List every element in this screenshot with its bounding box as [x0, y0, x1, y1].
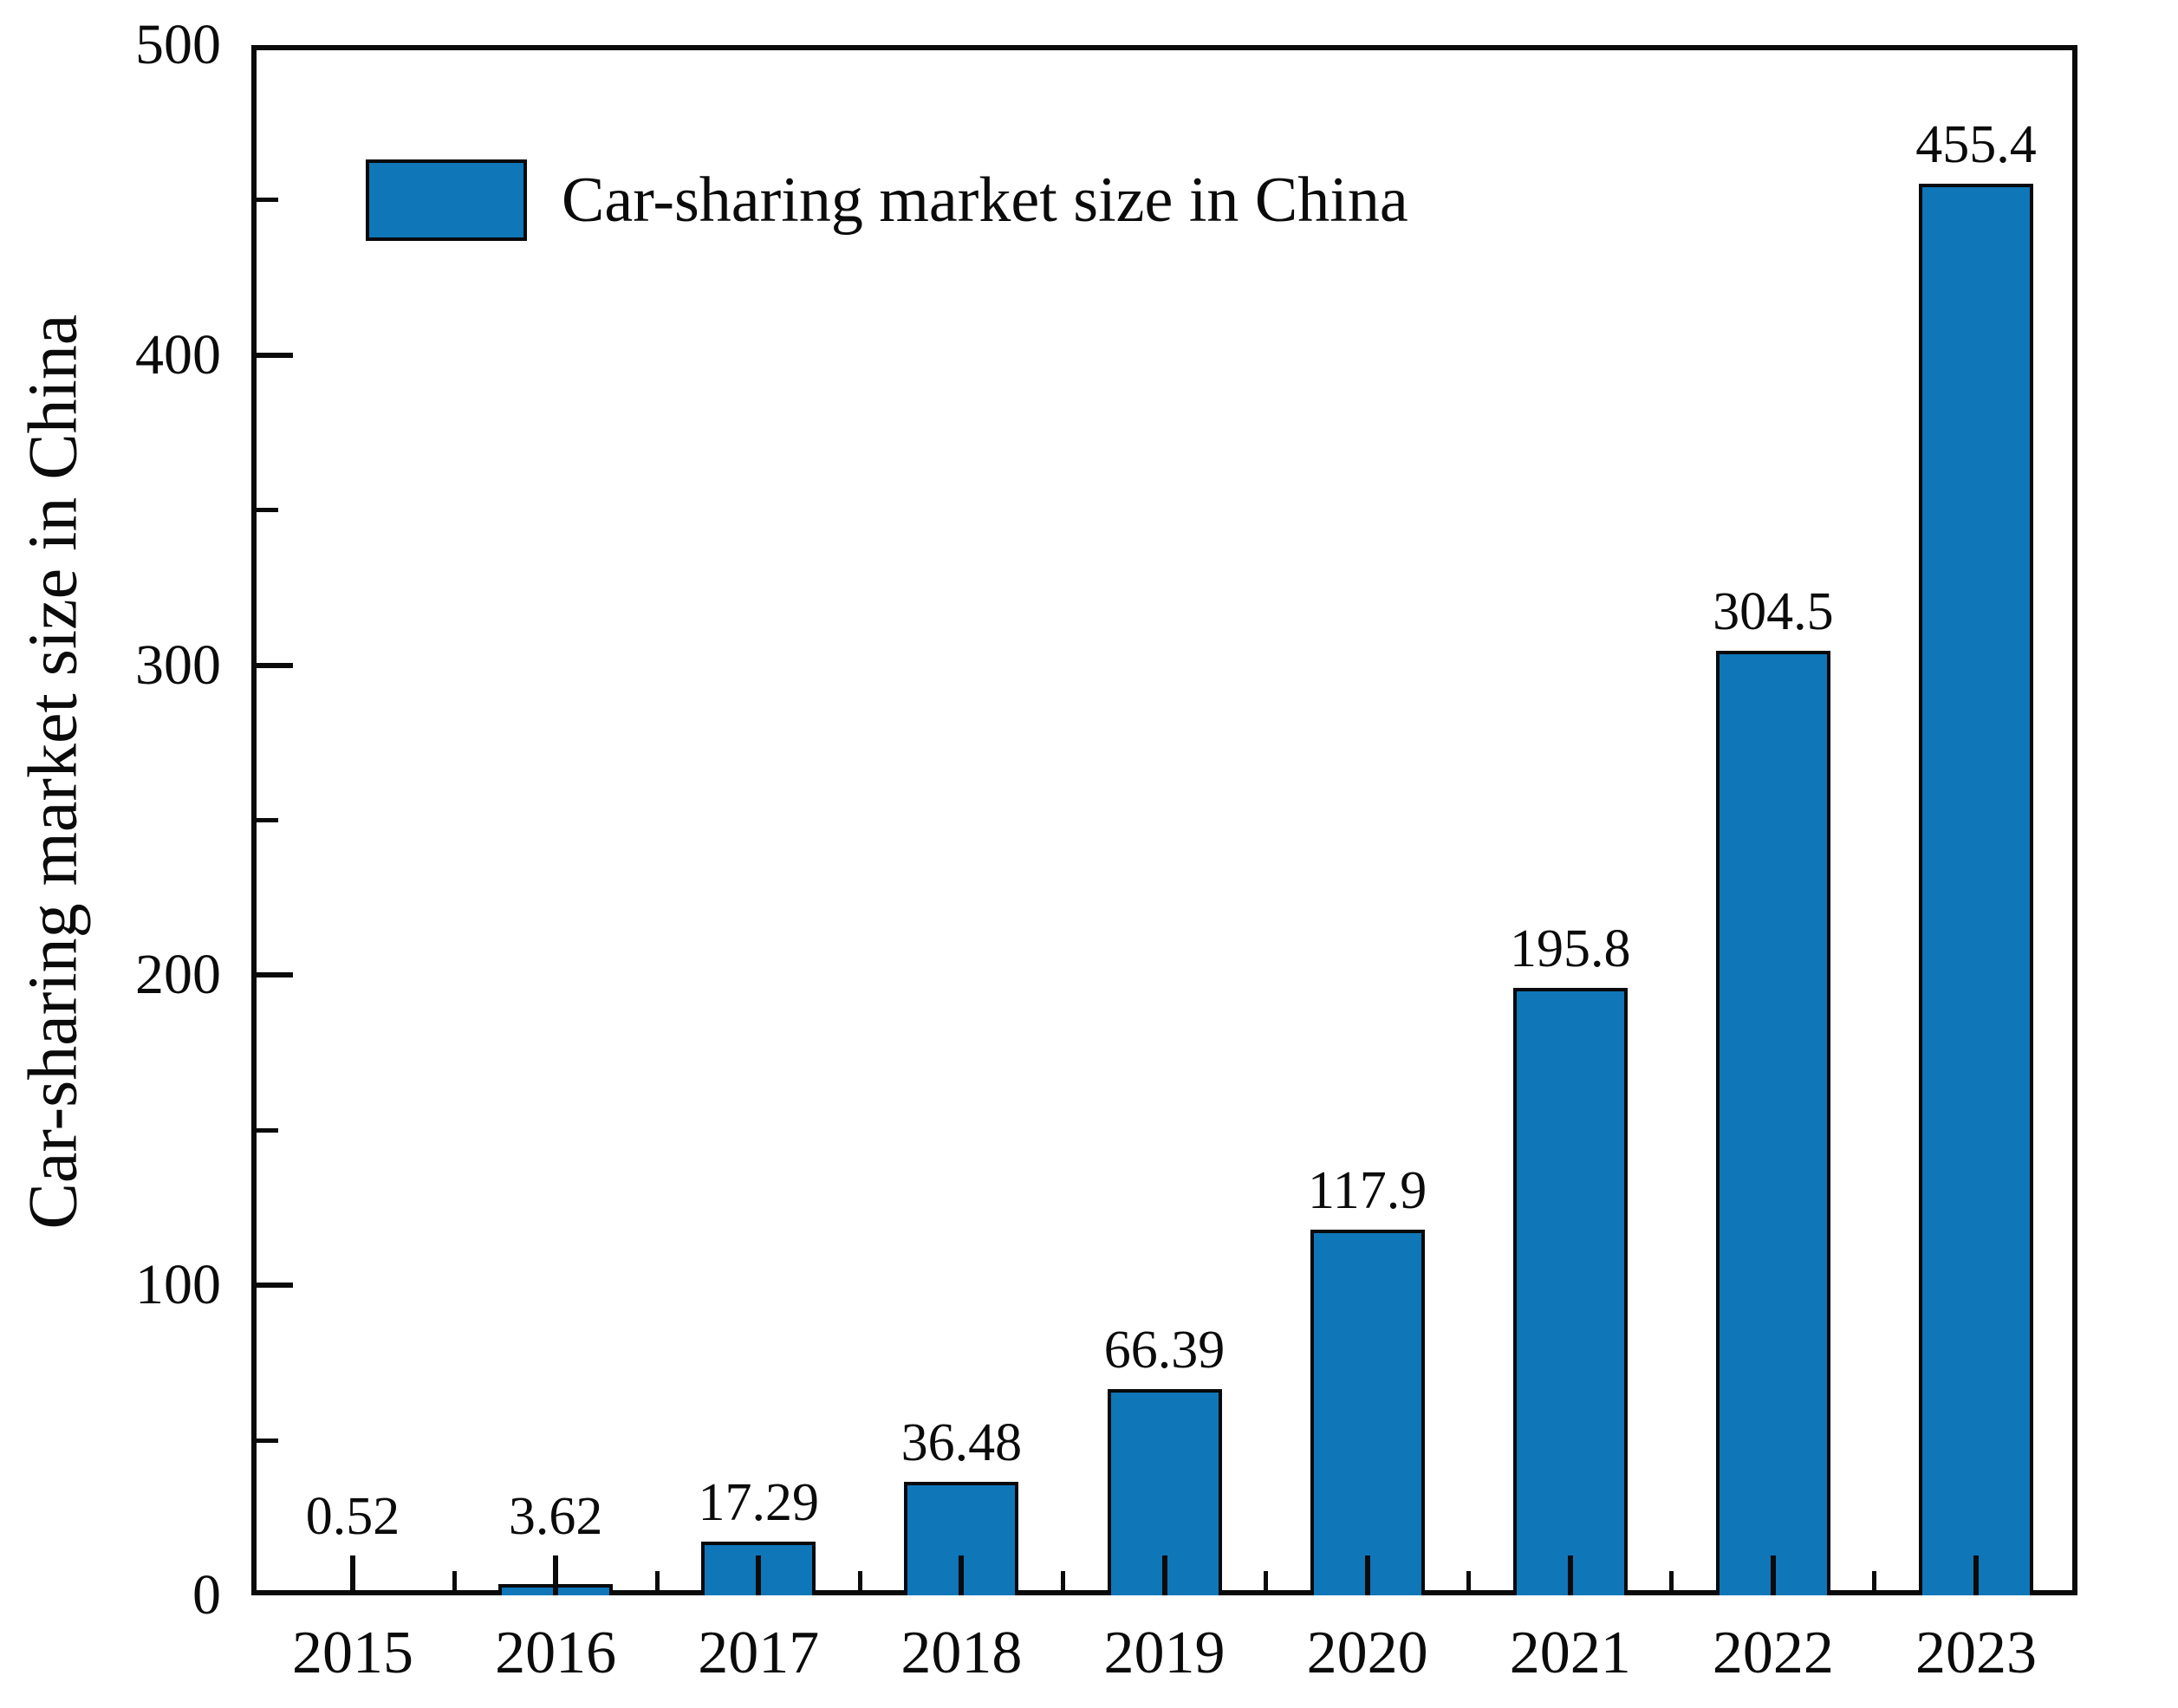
bar-value-label-2019: 66.39	[1103, 1321, 1226, 1380]
x-tick-label-2021: 2021	[1509, 1620, 1631, 1686]
x-tick-label-2016: 2016	[495, 1620, 617, 1686]
bar-value-label-2023: 455.4	[1915, 114, 2037, 174]
x-minor-tick	[1669, 1571, 1674, 1595]
x-tick-label-2019: 2019	[1103, 1620, 1226, 1686]
bar-value-label-2022: 304.5	[1713, 582, 1834, 642]
x-major-tick	[553, 1555, 559, 1595]
bar-2021	[1512, 988, 1628, 1595]
x-minor-tick	[1060, 1571, 1065, 1595]
x-major-tick	[1770, 1555, 1776, 1595]
x-tick-label-2018: 2018	[900, 1620, 1023, 1686]
y-tick-label: 0	[192, 1563, 221, 1627]
x-tick-label-2015: 2015	[292, 1620, 414, 1686]
bar-2023	[1918, 183, 2033, 1595]
x-major-tick	[756, 1555, 762, 1595]
y-tick-label: 500	[135, 13, 221, 76]
legend-swatch	[366, 159, 527, 241]
y-minor-tick	[257, 508, 278, 513]
y-major-tick	[257, 1283, 293, 1289]
x-tick-label-2020: 2020	[1306, 1620, 1428, 1686]
bar-2022	[1715, 651, 1830, 1595]
x-minor-tick	[857, 1571, 862, 1595]
x-tick-label-2023: 2023	[1915, 1620, 2037, 1686]
y-major-tick	[257, 972, 293, 978]
bar-2020	[1310, 1230, 1425, 1595]
x-minor-tick	[654, 1571, 660, 1595]
x-minor-tick	[452, 1571, 457, 1595]
x-major-tick	[959, 1555, 965, 1595]
x-minor-tick	[1264, 1571, 1269, 1595]
bar-value-label-2017: 17.29	[698, 1473, 820, 1533]
y-major-tick	[257, 662, 293, 668]
x-tick-label-2022: 2022	[1712, 1620, 1834, 1686]
x-tick-label-2017: 2017	[698, 1620, 820, 1686]
y-tick-label: 200	[135, 943, 221, 1007]
x-minor-tick	[1466, 1571, 1472, 1595]
y-minor-tick	[257, 1438, 278, 1443]
bar-value-label-2021: 195.8	[1509, 919, 1631, 979]
bar-value-label-2015: 0.52	[305, 1487, 400, 1546]
bar-value-label-2018: 36.48	[900, 1413, 1023, 1473]
y-minor-tick	[257, 1127, 278, 1133]
x-major-tick	[1567, 1555, 1573, 1595]
y-tick-label: 300	[135, 633, 221, 697]
x-major-tick	[1364, 1555, 1370, 1595]
legend-label: Car-sharing market size in China	[562, 165, 1408, 236]
x-minor-tick	[1872, 1571, 1877, 1595]
bar-value-label-2020: 117.9	[1308, 1161, 1427, 1221]
x-major-tick	[1973, 1555, 1979, 1595]
x-major-tick	[1161, 1555, 1167, 1595]
y-minor-tick	[257, 818, 278, 822]
x-major-tick	[350, 1555, 356, 1595]
y-tick-label: 400	[135, 322, 221, 386]
y-major-tick	[257, 352, 293, 358]
y-tick-label: 100	[135, 1253, 221, 1317]
bar-value-label-2016: 3.62	[508, 1487, 603, 1546]
y-minor-tick	[257, 198, 278, 203]
